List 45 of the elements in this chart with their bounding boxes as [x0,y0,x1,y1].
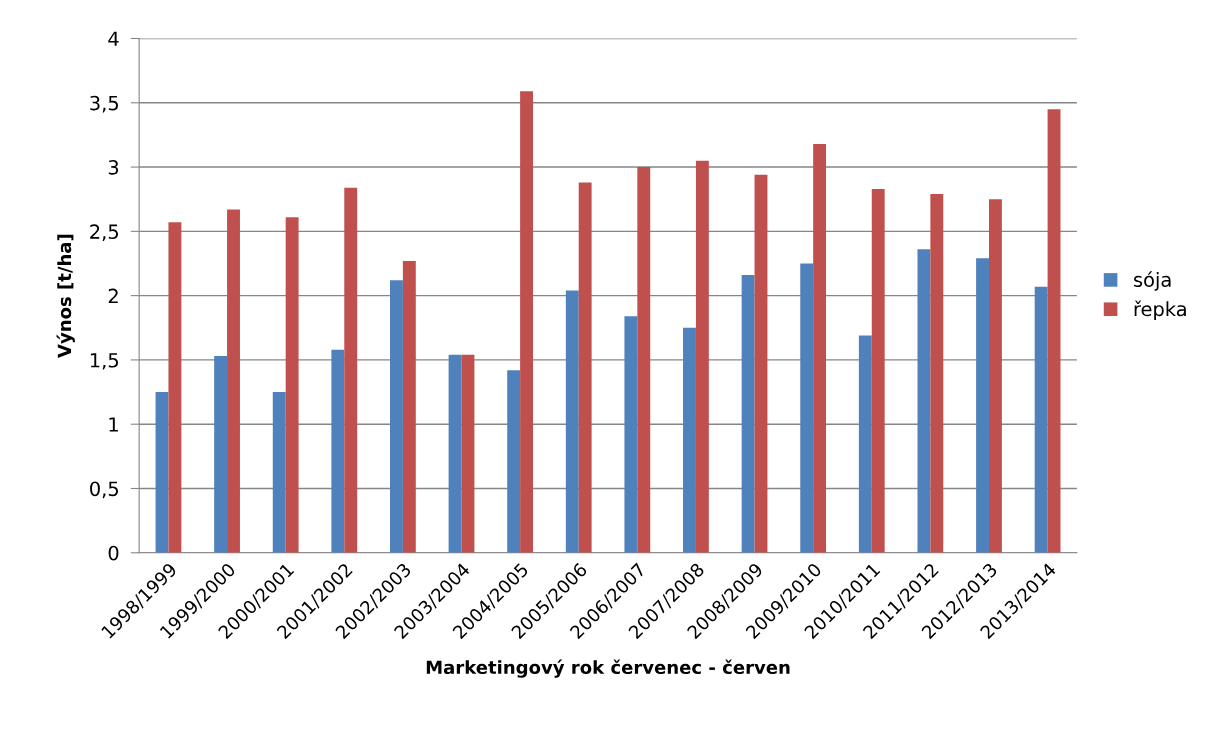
bar [344,187,358,553]
bar [858,335,872,553]
bar [624,316,638,553]
bar [461,354,475,553]
bar [930,194,944,553]
bar [272,392,286,553]
y-axis-title: Výnos [t/ha] [56,234,75,358]
bar [390,280,403,553]
bar [285,217,299,553]
y-tick-label: 1,5 [90,353,119,370]
y-tick-label: 3,5 [90,95,119,113]
legend-label: sója [1134,271,1171,291]
y-tick-label: 2,5 [90,224,119,241]
bar [813,143,827,553]
bar [1034,286,1048,553]
y-tick-label: 0,5 [90,481,119,499]
bar [155,392,169,553]
y-tick-label: 2 [108,288,118,304]
y-tick-label: 3 [108,160,119,175]
bar [565,290,579,553]
y-tick-label: 1 [109,417,118,432]
bar [754,174,768,553]
bar [871,188,885,553]
legend-label: řepka [1134,300,1186,321]
bar [800,263,814,553]
bar [683,327,696,553]
bar [1047,109,1061,553]
bar [988,199,1002,553]
bar [520,91,533,553]
bar [214,356,228,553]
bar [637,167,651,553]
bar [917,249,931,553]
bar [741,275,755,553]
y-tick-label: 0 [108,545,119,561]
y-tick-label: 4 [108,31,119,46]
bar [402,260,416,553]
bar [331,349,345,553]
bar [507,370,521,553]
bar [578,182,592,553]
bar [976,258,989,553]
bar [448,354,462,553]
bar [695,160,709,553]
x-axis-title: Marketingový rok červenec - červen [426,659,790,678]
bar [227,209,240,553]
bar [168,222,182,553]
